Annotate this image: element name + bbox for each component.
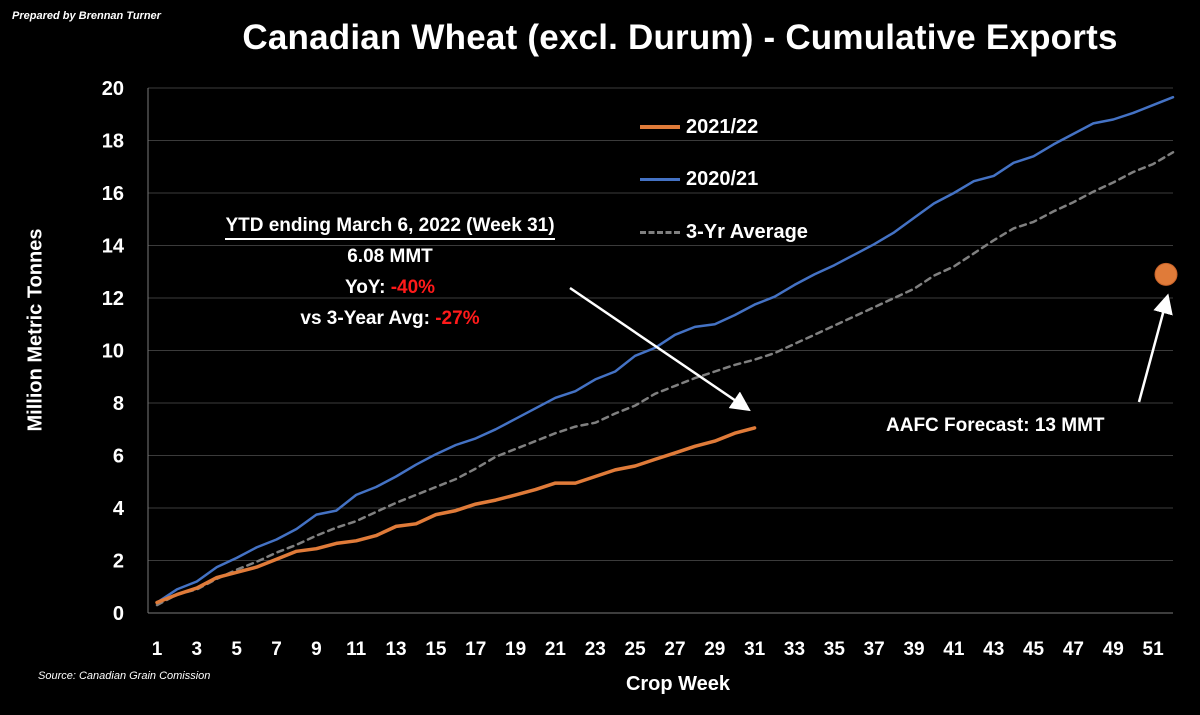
- x-tick-label: 31: [744, 639, 766, 660]
- y-tick-label: 4: [113, 498, 125, 520]
- legend-label-3yr-average: 3-Yr Average: [686, 220, 808, 243]
- x-tick-label: 47: [1063, 639, 1084, 660]
- x-tick-label: 9: [311, 639, 322, 660]
- y-tick-label: 12: [102, 288, 124, 310]
- ytd-arrow: [569, 286, 751, 412]
- y-tick-label: 16: [102, 183, 124, 205]
- x-tick-label: 19: [505, 639, 526, 660]
- forecast-label: AAFC Forecast: 13 MMT: [886, 415, 1105, 436]
- y-tick-label: 18: [102, 131, 124, 153]
- x-tick-label: 43: [983, 639, 1004, 660]
- avg-line: vs 3-Year Avg: -27%: [190, 303, 590, 334]
- avg-value: -27%: [435, 308, 480, 329]
- credit-text: Prepared by Brennan Turner: [12, 10, 161, 22]
- x-tick-label: 25: [625, 639, 647, 660]
- yoy-value: -40%: [390, 277, 436, 298]
- x-tick-label: 27: [664, 639, 685, 660]
- forecast-points: [1154, 262, 1178, 286]
- x-tick-label: 35: [824, 639, 846, 660]
- x-tick-label: 45: [1023, 639, 1045, 660]
- legend-item-2021-22: 2021/22: [640, 112, 758, 142]
- legend-item-3yr-average: 3-Yr Average: [640, 217, 808, 247]
- series-line-2020-21: [155, 95, 1175, 604]
- x-tick-label: 11: [346, 639, 367, 660]
- legend-swatch-2021-22: [640, 125, 680, 129]
- x-axis-label: Crop Week: [625, 673, 731, 695]
- y-tick-label: 2: [113, 551, 124, 573]
- axes: [147, 88, 1173, 614]
- annotation-arrows: [569, 286, 1173, 412]
- ytd-value: 6.08 MMT: [347, 246, 433, 267]
- x-tick-label: 33: [784, 639, 805, 660]
- chart-title: Canadian Wheat (excl. Durum) - Cumulativ…: [242, 18, 1118, 57]
- forecast-point: [1154, 262, 1178, 286]
- x-tick-label: 13: [385, 639, 406, 660]
- legend-swatch-3yr-average: [640, 230, 680, 234]
- series-line-3-yr-average: [155, 151, 1175, 607]
- x-tick-label: 51: [1143, 639, 1165, 660]
- x-tick-label: 1: [152, 639, 163, 660]
- legend-label-2020-21: 2020/21: [686, 167, 759, 190]
- x-tick-label: 23: [585, 639, 606, 660]
- x-tick-label: 49: [1103, 639, 1124, 660]
- legend-label-2021-22: 2021/22: [686, 115, 759, 138]
- x-tick-label: 7: [271, 639, 282, 660]
- x-tick-label: 21: [545, 639, 567, 660]
- legend-item-2020-21: 2020/21: [640, 164, 758, 194]
- y-tick-labels: 0 2 4 6 8 10 12 14 16 18 20: [102, 78, 125, 625]
- legend-swatch-2020-21: [640, 177, 680, 181]
- series-line-2021-22: [155, 426, 757, 605]
- x-tick-label: 39: [903, 639, 924, 660]
- y-tick-label: 20: [102, 78, 124, 100]
- x-tick-label: 29: [704, 639, 725, 660]
- y-tick-label: 8: [113, 393, 124, 415]
- x-tick-label: 37: [864, 639, 885, 660]
- avg-label: vs 3-Year Avg:: [300, 308, 430, 329]
- y-tick-label: 10: [102, 341, 124, 363]
- forecast-arrow: [1137, 293, 1173, 403]
- x-tick-labels: 1 3 5 7 9 11 13 15 17 19 21 23 25 27 29 31 33 35 37 39 41 43 4…: [152, 639, 1164, 660]
- x-tick-label: 15: [425, 639, 447, 660]
- y-tick-label: 14: [102, 236, 125, 258]
- yoy-label: YoY:: [344, 277, 386, 298]
- series-lines: [155, 95, 1175, 607]
- x-tick-label: 3: [192, 639, 203, 660]
- source-text: Source: Canadian Grain Comission: [38, 670, 211, 682]
- x-tick-label: 17: [465, 639, 486, 660]
- x-tick-label: 5: [231, 639, 242, 660]
- yoy-line: YoY: -40%: [190, 272, 590, 303]
- x-tick-label: 41: [943, 639, 965, 660]
- ytd-heading: YTD ending March 6, 2022 (Week 31): [225, 213, 555, 240]
- ytd-annotation: YTD ending March 6, 2022 (Week 31) 6.08 …: [190, 210, 590, 334]
- y-tick-label: 6: [113, 446, 124, 468]
- y-tick-label: 0: [113, 603, 124, 625]
